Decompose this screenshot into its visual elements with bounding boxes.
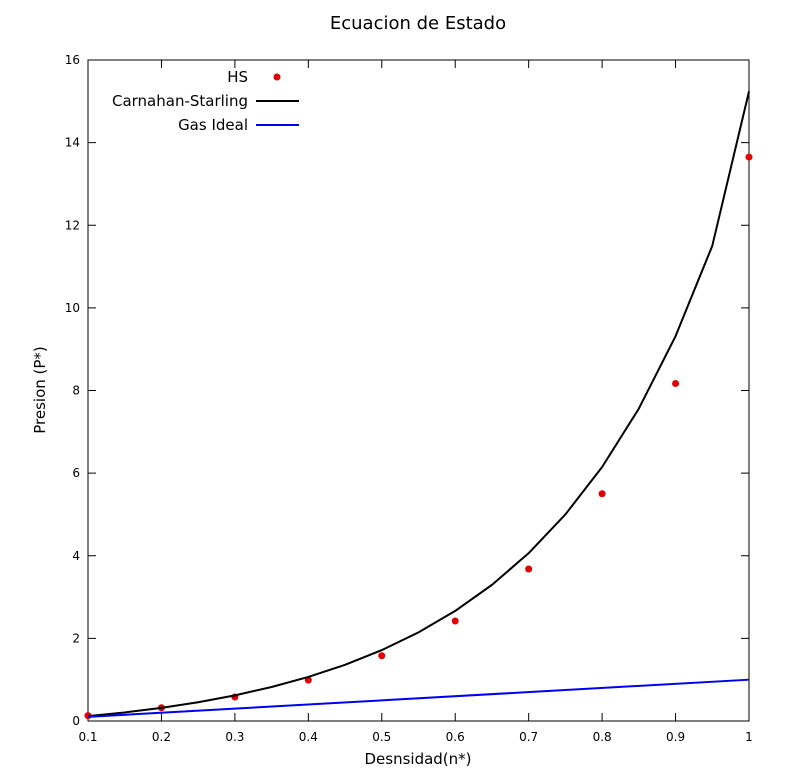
data-point-hs — [745, 153, 753, 161]
y-tick-label: 0 — [72, 714, 80, 728]
plot-frame — [87, 59, 750, 722]
y-tick-label: 6 — [72, 466, 80, 480]
x-tick-label: 0.3 — [225, 730, 244, 744]
legend-label-carnahan-starling: Carnahan-Starling — [112, 92, 248, 110]
data-point-hs — [672, 379, 680, 387]
y-tick-label: 14 — [65, 136, 80, 150]
data-point-hs — [451, 617, 459, 625]
x-axis-label: Desnsidad(n*) — [364, 750, 471, 768]
y-tick-label: 4 — [72, 549, 80, 563]
x-tick-label: 0.8 — [593, 730, 612, 744]
legend-label-gas-ideal: Gas Ideal — [178, 116, 248, 134]
x-tick-label: 0.4 — [299, 730, 318, 744]
x-tick-label: 0.7 — [519, 730, 538, 744]
data-point-hs — [598, 490, 606, 498]
y-tick-label: 12 — [65, 218, 80, 232]
data-point-hs — [378, 652, 386, 660]
x-tick-label: 0.9 — [666, 730, 685, 744]
y-axis-label: Presion (P*) — [31, 346, 49, 434]
y-tick-label: 2 — [72, 631, 80, 645]
legend-label-hs: HS — [227, 68, 248, 86]
x-tick-label: 0.5 — [372, 730, 391, 744]
legend-swatch-hs — [273, 73, 281, 81]
series-line-gas-ideal — [87, 678, 750, 718]
x-tick-label: 0.6 — [446, 730, 465, 744]
y-tick-label: 16 — [65, 53, 80, 67]
y-tick-label: 10 — [65, 301, 80, 315]
series-line-carnahan-starling — [87, 91, 750, 718]
x-tick-label: 0.2 — [152, 730, 171, 744]
x-tick-label: 0.1 — [78, 730, 97, 744]
data-point-hs — [525, 565, 533, 573]
chart-title: Ecuacion de Estado — [330, 13, 506, 34]
y-tick-label: 8 — [72, 384, 80, 398]
x-tick-label: 1 — [745, 730, 753, 744]
